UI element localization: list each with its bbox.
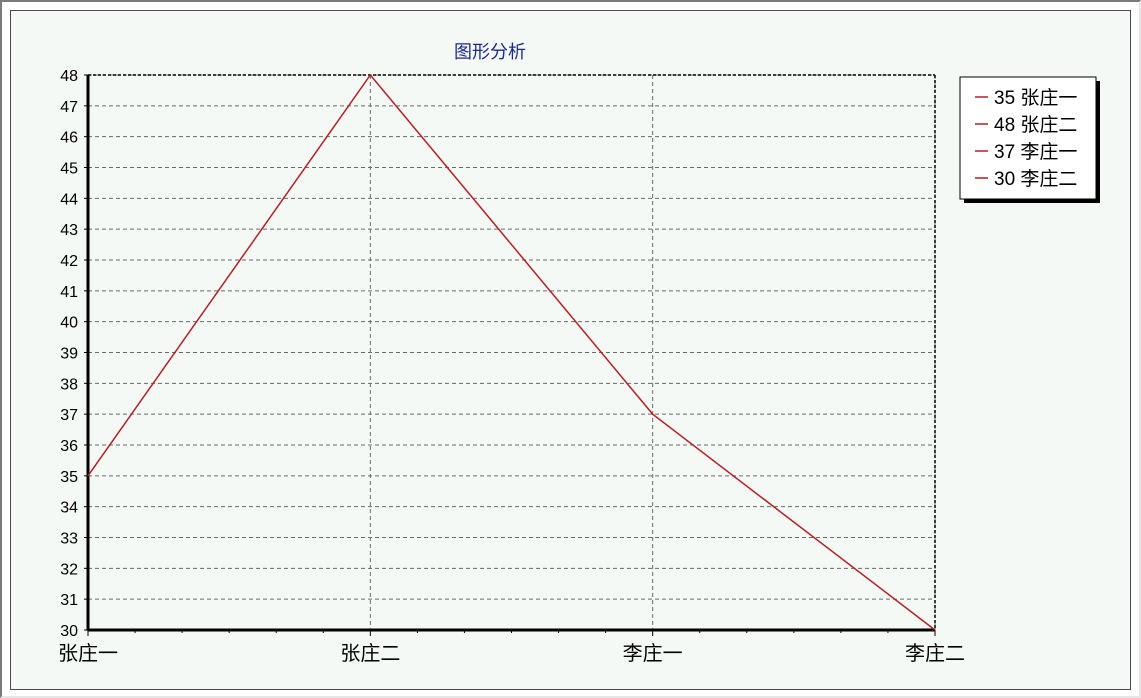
y-tick-label: 39 [60, 346, 78, 363]
legend-entry: 48 张庄二 [994, 114, 1077, 136]
legend-entry: 35 张庄一 [994, 87, 1077, 109]
y-tick-label: 45 [60, 161, 78, 178]
y-tick-label: 44 [60, 191, 78, 208]
y-tick-label: 33 [60, 531, 78, 548]
y-tick-label: 41 [60, 284, 78, 301]
chart-title: 图形分析 [454, 42, 526, 62]
series-layer [87, 73, 936, 631]
y-tick-label: 35 [60, 469, 78, 486]
y-tick-label: 36 [60, 438, 78, 455]
y-tick-label: 37 [60, 407, 78, 424]
y-tick-label: 31 [60, 592, 78, 609]
x-tick-label: 张庄一 [58, 642, 118, 665]
x-tick-label: 李庄二 [905, 642, 965, 665]
tick-labels: 30 31 32 33 34 35 36 37 38 39 40 41 42 43 44 45 46 47 48 张庄… [58, 68, 965, 665]
y-tick-label: 34 [60, 500, 78, 517]
legend-entry: 37 李庄一 [994, 141, 1077, 163]
x-tick-label: 张庄二 [340, 642, 400, 665]
legend-items: 35 张庄一 48 张庄二 37 李庄一 30 李庄二 [975, 87, 1077, 190]
x-tick-label: 李庄一 [623, 642, 683, 665]
legend: 35 张庄一 48 张庄二 37 李庄一 30 李庄二 [959, 76, 1100, 203]
y-tick-label: 40 [60, 315, 78, 332]
legend-entry: 30 李庄二 [994, 168, 1077, 190]
y-tick-label: 30 [60, 623, 78, 640]
y-tick-label: 32 [60, 561, 78, 578]
y-tick-label: 43 [60, 222, 78, 239]
y-tick-label: 46 [60, 130, 78, 147]
y-tick-label: 38 [60, 376, 78, 393]
y-tick-label: 42 [60, 253, 78, 270]
y-tick-label: 47 [60, 99, 78, 116]
axes [84, 74, 936, 636]
series-line [87, 73, 936, 631]
grid-lines [88, 74, 936, 630]
y-tick-label: 48 [60, 68, 78, 85]
